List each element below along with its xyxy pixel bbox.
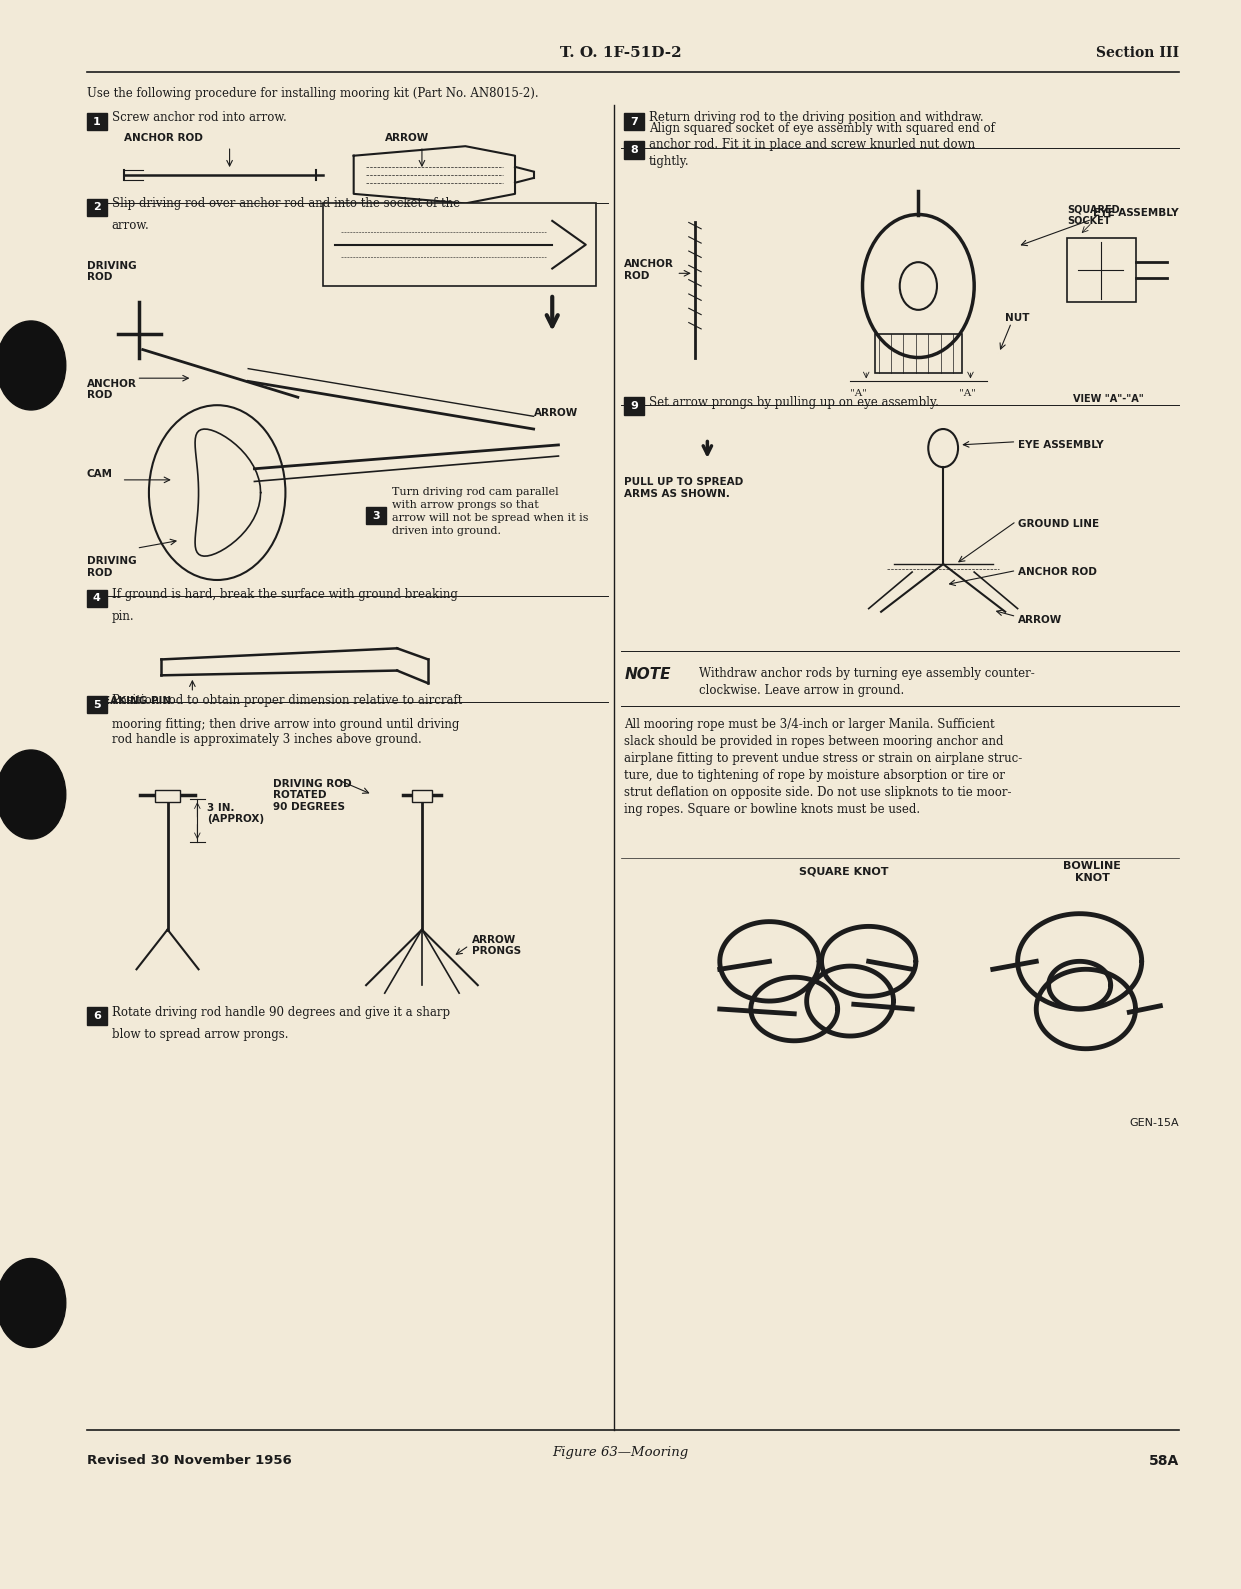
Text: ANCHOR
ROD: ANCHOR ROD — [87, 378, 137, 400]
Text: DRIVING
ROD: DRIVING ROD — [87, 556, 137, 578]
Text: BREAKING PIN: BREAKING PIN — [87, 696, 171, 706]
Text: 58A: 58A — [1149, 1454, 1179, 1468]
Text: 4: 4 — [93, 593, 101, 604]
Text: ARROW: ARROW — [385, 133, 429, 143]
Text: blow to spread arrow prongs.: blow to spread arrow prongs. — [112, 1028, 288, 1041]
Bar — [624, 141, 644, 159]
Bar — [155, 790, 180, 802]
Bar — [323, 203, 596, 286]
Text: Slip driving rod over anchor rod and into the socket of the: Slip driving rod over anchor rod and int… — [112, 197, 460, 210]
Text: 2: 2 — [93, 202, 101, 213]
Bar — [87, 113, 107, 130]
Circle shape — [0, 1258, 66, 1347]
Text: ANCHOR ROD: ANCHOR ROD — [1018, 567, 1097, 577]
Text: GEN-15A: GEN-15A — [1129, 1119, 1179, 1128]
Text: pin.: pin. — [112, 610, 134, 623]
Text: NOTE: NOTE — [624, 667, 670, 682]
Text: ANCHOR
ROD: ANCHOR ROD — [624, 259, 674, 281]
Text: rod handle is approximately 3 inches above ground.: rod handle is approximately 3 inches abo… — [112, 733, 422, 745]
Text: Position rod to obtain proper dimension relative to aircraft: Position rod to obtain proper dimension … — [112, 694, 462, 707]
Text: T. O. 1F-51D-2: T. O. 1F-51D-2 — [560, 46, 681, 60]
Text: Turn driving rod cam parallel
with arrow prongs so that
arrow will not be spread: Turn driving rod cam parallel with arrow… — [392, 488, 588, 535]
Bar — [87, 1007, 107, 1025]
Text: DRIVING
ROD: DRIVING ROD — [87, 261, 137, 283]
Bar — [87, 199, 107, 216]
Bar — [412, 790, 432, 802]
Text: Revised 30 November 1956: Revised 30 November 1956 — [87, 1454, 292, 1467]
Text: VIEW "A"-"A": VIEW "A"-"A" — [1073, 394, 1144, 404]
Bar — [624, 397, 644, 415]
Text: Return driving rod to the driving position and withdraw.: Return driving rod to the driving positi… — [649, 111, 984, 124]
Bar — [1067, 238, 1136, 302]
Bar — [87, 696, 107, 713]
Bar — [87, 590, 107, 607]
Text: EYE ASSEMBLY: EYE ASSEMBLY — [1018, 440, 1103, 450]
Text: Use the following procedure for installing mooring kit (Part No. AN8015-2).: Use the following procedure for installi… — [87, 87, 539, 100]
Text: "A": "A" — [959, 389, 977, 399]
Text: 3: 3 — [372, 510, 380, 521]
Text: 1: 1 — [93, 116, 101, 127]
Text: 7: 7 — [630, 116, 638, 127]
Text: 9: 9 — [630, 400, 638, 412]
Text: 5: 5 — [93, 699, 101, 710]
Text: BOWLINE
KNOT: BOWLINE KNOT — [1064, 861, 1121, 883]
Text: EYE ASSEMBLY: EYE ASSEMBLY — [1093, 208, 1179, 218]
Text: Screw anchor rod into arrow.: Screw anchor rod into arrow. — [112, 111, 287, 124]
Text: If ground is hard, break the surface with ground breaking: If ground is hard, break the surface wit… — [112, 588, 458, 601]
Text: Figure 63—Mooring: Figure 63—Mooring — [552, 1446, 689, 1459]
Text: NUT: NUT — [1005, 313, 1030, 323]
Text: SQUARED
SOCKET: SQUARED SOCKET — [1067, 205, 1119, 226]
Text: ANCHOR ROD: ANCHOR ROD — [124, 133, 204, 143]
Text: PULL UP TO SPREAD
ARMS AS SHOWN.: PULL UP TO SPREAD ARMS AS SHOWN. — [624, 477, 743, 499]
Text: SQUARE KNOT: SQUARE KNOT — [799, 866, 889, 876]
Text: 6: 6 — [93, 1011, 101, 1022]
Bar — [875, 334, 962, 373]
Text: DRIVING ROD
ROTATED
90 DEGREES: DRIVING ROD ROTATED 90 DEGREES — [273, 779, 351, 812]
Text: Set arrow prongs by pulling up on eye assembly.: Set arrow prongs by pulling up on eye as… — [649, 396, 939, 408]
Text: "A": "A" — [850, 389, 867, 399]
Text: Align squared socket of eye assembly with squared end of
anchor rod. Fit it in p: Align squared socket of eye assembly wit… — [649, 122, 995, 167]
Text: ARROW: ARROW — [534, 408, 578, 418]
Text: mooring fitting; then drive arrow into ground until driving: mooring fitting; then drive arrow into g… — [112, 718, 459, 731]
Text: Withdraw anchor rods by turning eye assembly counter-
clockwise. Leave arrow in : Withdraw anchor rods by turning eye asse… — [699, 667, 1035, 698]
Text: CAM: CAM — [87, 469, 113, 478]
Text: arrow.: arrow. — [112, 219, 149, 232]
Text: ARROW
PRONGS: ARROW PRONGS — [472, 934, 521, 957]
Circle shape — [0, 321, 66, 410]
Text: 3 IN.
(APPROX): 3 IN. (APPROX) — [207, 802, 264, 825]
Text: GROUND LINE: GROUND LINE — [1018, 520, 1098, 529]
Bar — [366, 507, 386, 524]
Text: 8: 8 — [630, 145, 638, 156]
Text: Rotate driving rod handle 90 degrees and give it a sharp: Rotate driving rod handle 90 degrees and… — [112, 1006, 449, 1019]
Text: ARROW: ARROW — [1018, 615, 1062, 624]
Bar — [624, 113, 644, 130]
Text: All mooring rope must be 3/4-inch or larger Manila. Sufficient
slack should be p: All mooring rope must be 3/4-inch or lar… — [624, 718, 1023, 817]
Text: Section III: Section III — [1096, 46, 1179, 60]
Circle shape — [0, 750, 66, 839]
